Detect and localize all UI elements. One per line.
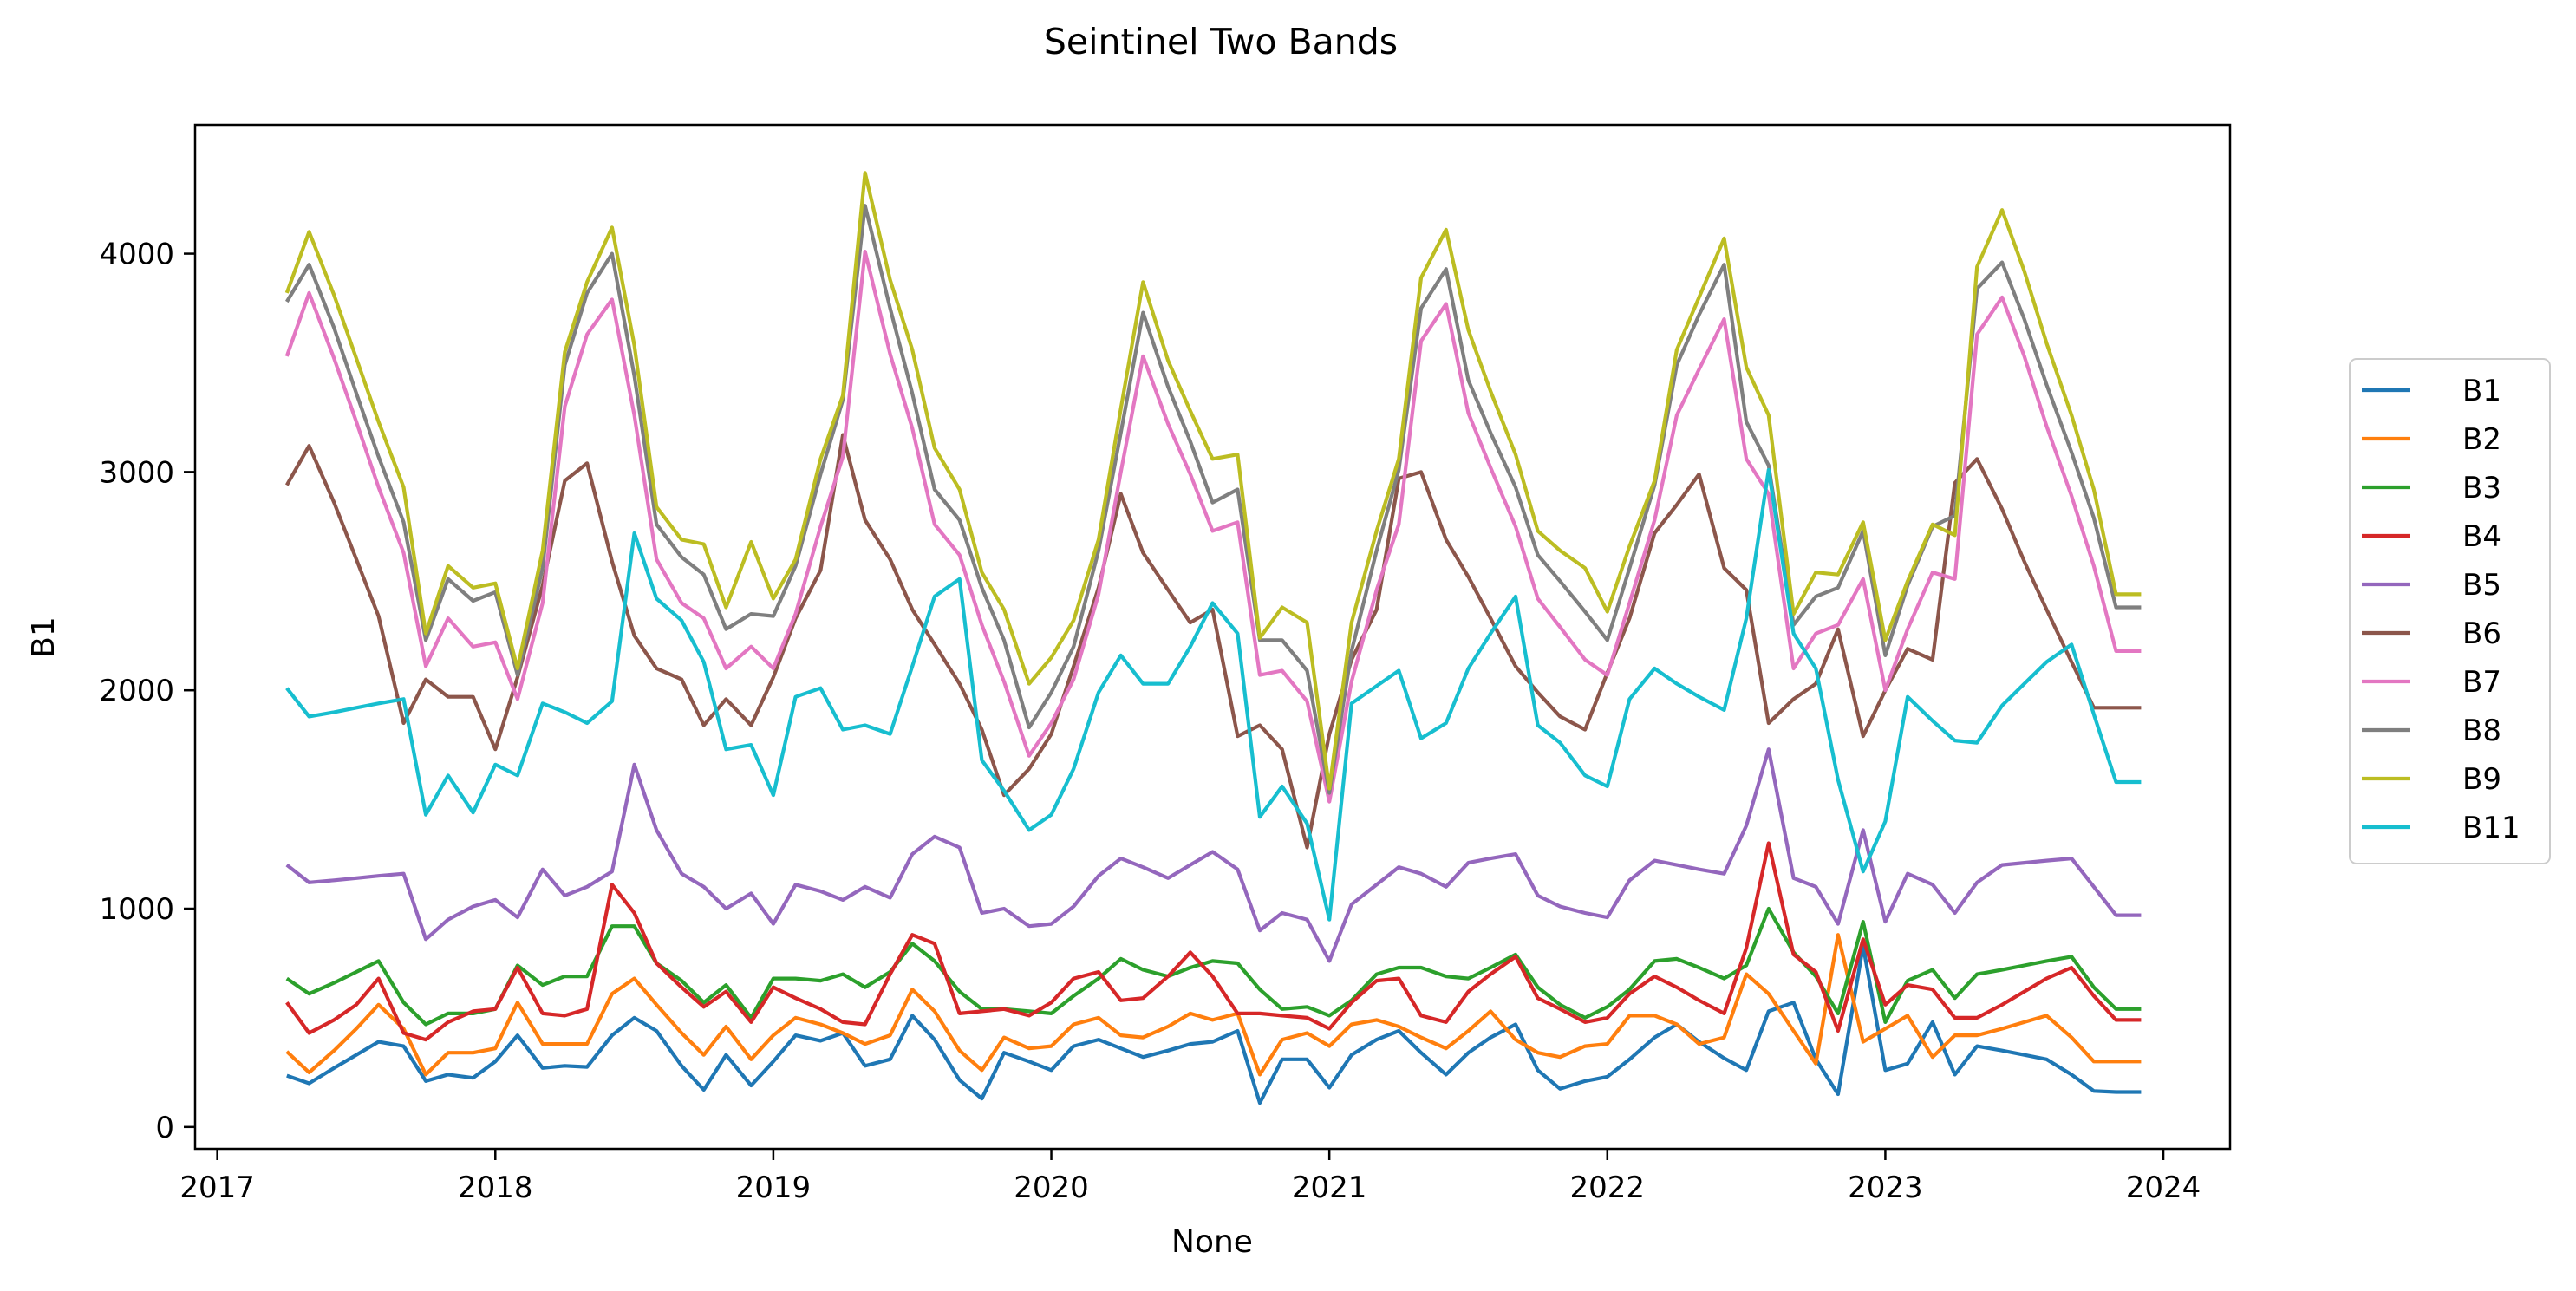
x-tick-label: 2017 xyxy=(179,1170,255,1205)
y-tick-label: 1000 xyxy=(99,892,174,927)
x-tick-label: 2024 xyxy=(2126,1170,2201,1205)
chart-title: Seintinel Two Bands xyxy=(1044,21,1398,62)
y-tick-label: 4000 xyxy=(99,238,174,272)
x-tick-label: 2023 xyxy=(1848,1170,1923,1205)
series-line-b5 xyxy=(285,747,2142,963)
axes-frame xyxy=(193,123,2232,1151)
legend-label-b9: B9 xyxy=(2462,762,2501,797)
series-line-b9 xyxy=(284,171,2142,791)
series-line-b11 xyxy=(285,467,2142,922)
legend-label-b1: B1 xyxy=(2462,374,2501,408)
x-tick-label: 2019 xyxy=(736,1170,812,1205)
legend-label-b11: B11 xyxy=(2462,811,2521,845)
x-tick-label: 2020 xyxy=(1014,1170,1089,1205)
legend-box xyxy=(2349,358,2551,864)
x-axis-label: None xyxy=(1171,1224,1253,1260)
series-line-b2 xyxy=(285,933,2142,1077)
legend-label-b3: B3 xyxy=(2462,471,2501,505)
y-tick-label: 0 xyxy=(155,1111,174,1145)
series-line-b7 xyxy=(284,250,2142,804)
x-tick-label: 2018 xyxy=(458,1170,533,1205)
legend: B1 B2 B3 B4 B5 B6 B7 B8 B9 B11 xyxy=(2349,358,2551,864)
series-line-b1 xyxy=(286,943,2142,1105)
series-line-b6 xyxy=(284,433,2142,850)
y-axis: 0 1000 2000 3000 4000 xyxy=(99,238,195,1145)
legend-label-b4: B4 xyxy=(2462,519,2501,554)
y-axis-label: B1 xyxy=(26,616,62,658)
x-axis: 2017 2018 2019 2020 2021 2022 2023 2024 xyxy=(179,1149,2201,1205)
legend-label-b6: B6 xyxy=(2462,616,2501,651)
x-tick-label: 2021 xyxy=(1292,1170,1367,1205)
legend-label-b7: B7 xyxy=(2462,665,2501,700)
x-tick-label: 2022 xyxy=(1570,1170,1646,1205)
legend-label-b2: B2 xyxy=(2462,422,2501,457)
y-tick-label: 2000 xyxy=(99,674,174,708)
series-line-b8 xyxy=(284,204,2142,795)
y-tick-label: 3000 xyxy=(99,455,174,490)
legend-label-b8: B8 xyxy=(2462,714,2501,748)
legend-label-b5: B5 xyxy=(2462,568,2501,603)
plot-area xyxy=(284,171,2142,1105)
series-line-b4 xyxy=(285,841,2142,1042)
